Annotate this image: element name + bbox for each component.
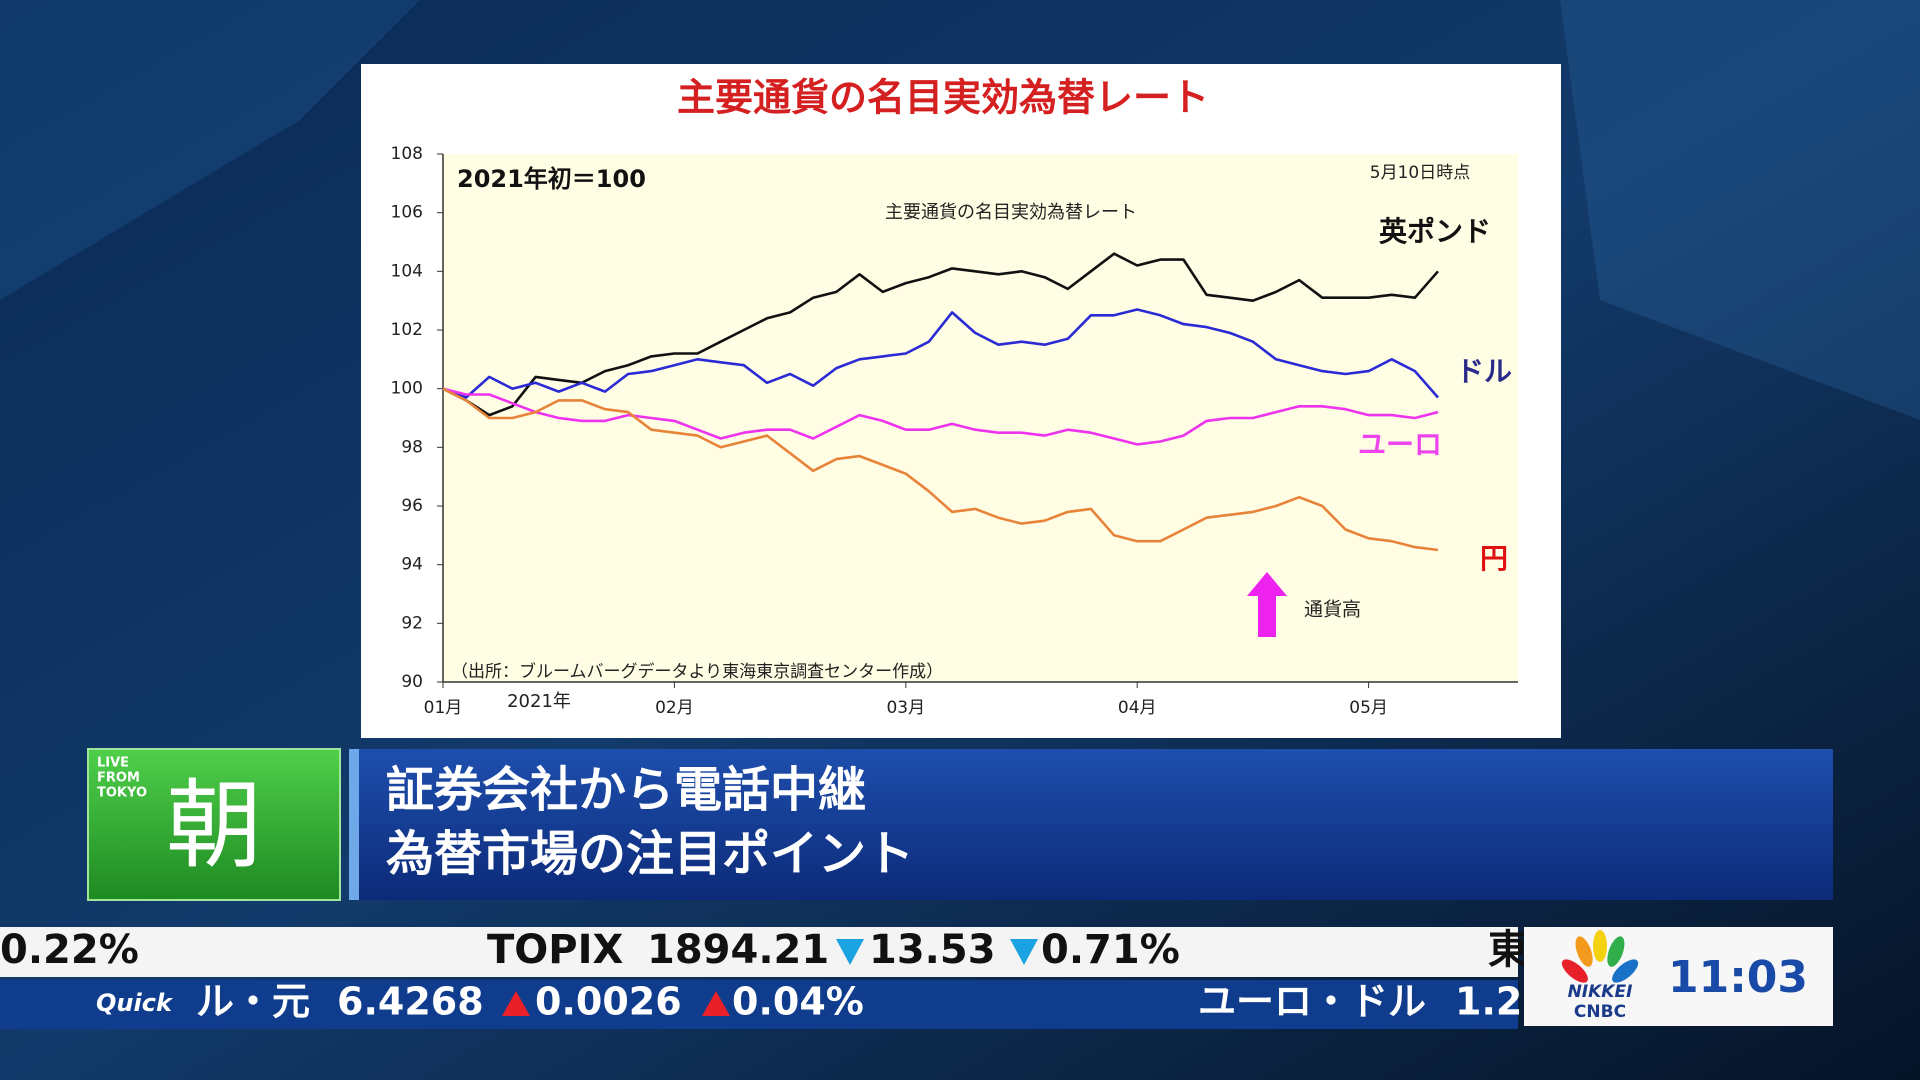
y-tick-label: 108 <box>391 144 423 164</box>
program-name: 朝 <box>166 769 262 881</box>
chart-subtitle: 主要通貨の名目実効為替レート <box>885 202 1137 223</box>
ticker-text: 0.71% <box>1041 927 1180 973</box>
up-arrow <box>1247 572 1287 637</box>
series-label: ドル <box>1456 355 1512 388</box>
ticker-bottom <box>0 980 1518 1029</box>
ticker-brand: Quick <box>96 989 174 1017</box>
x-tick-label: 01月 <box>424 698 463 718</box>
y-tick-label: 98 <box>401 437 423 457</box>
ticker-text: ユーロ・ドル <box>1198 980 1426 1024</box>
program-badge <box>87 748 341 901</box>
x-tick-label: 04月 <box>1118 698 1157 718</box>
y-tick-label: 104 <box>391 261 423 281</box>
y-tick-label: 90 <box>401 672 423 692</box>
series-label: 英ポンド <box>1379 215 1491 248</box>
source-note: （出所：ブルームバーグデータより東海東京調査センター作成） <box>451 661 943 682</box>
series-label: 円 <box>1480 542 1508 575</box>
series-line <box>442 252 1439 417</box>
headline-line: 証券会社から電話中継 <box>386 762 866 818</box>
y-tick-label: 94 <box>401 555 423 575</box>
y-tick-label: 106 <box>391 203 423 223</box>
date-note: 5月10日時点 <box>1370 163 1470 183</box>
ticker-text: 0.04% <box>732 980 864 1024</box>
logo-text: NIKKEI <box>1568 982 1633 1002</box>
badge-tokyo: TOKYO <box>97 786 147 801</box>
ticker-text: 0.0026 <box>535 980 682 1024</box>
ticker-text: TOPIX <box>487 927 623 973</box>
chart-title: 主要通貨の名目実効為替レート <box>677 76 1209 120</box>
headline-line: 為替市場の注目ポイント <box>386 826 914 882</box>
ticker-text: 13.53 <box>869 927 996 973</box>
series-line <box>442 387 1439 446</box>
series-label: ユーロ <box>1358 428 1442 461</box>
y-tick-label: 92 <box>401 613 423 633</box>
down-triangle <box>836 939 864 965</box>
headline-accent <box>349 749 359 900</box>
badge-live: LIVE <box>97 756 129 771</box>
down-triangle <box>1010 939 1038 965</box>
series-line <box>442 387 1439 552</box>
x-tick-label: 05月 <box>1349 698 1388 718</box>
plot-area <box>443 154 1518 682</box>
ticker-top <box>0 927 1518 977</box>
annotation: 通貨高 <box>1304 599 1361 621</box>
series-line <box>442 308 1439 399</box>
up-triangle <box>502 991 530 1016</box>
x-tick-label: 03月 <box>886 698 925 718</box>
base-note: 2021年初＝100 <box>457 165 646 193</box>
chart: 主要通貨の名目実効為替レート 主要通貨の名目実効為替レート 2021年初＝100… <box>391 76 1512 719</box>
ticker-text: 東 <box>1488 927 1528 973</box>
studio-panel <box>0 0 420 300</box>
ticker-text: 6.4268 <box>337 980 484 1024</box>
up-triangle <box>702 991 730 1016</box>
clock: 11:03 <box>1668 952 1808 1003</box>
logo-text: CNBC <box>1574 1002 1626 1022</box>
ticker-text: ル・元 <box>196 980 310 1024</box>
badge-from: FROM <box>97 771 140 786</box>
y-tick-label: 100 <box>391 379 423 399</box>
x-axis-label: 2021年 <box>507 691 571 712</box>
x-tick-label: 02月 <box>655 698 694 718</box>
ticker-text: 1.2 <box>1455 980 1522 1024</box>
peacock-logo <box>1561 930 1639 983</box>
y-tick-label: 102 <box>391 320 423 340</box>
studio-panel <box>1560 0 1920 420</box>
ticker-text: 1894.21 <box>647 927 829 973</box>
ticker-text: 0.22% <box>0 927 139 973</box>
headline-bar <box>349 749 1833 900</box>
y-tick-label: 96 <box>401 496 423 516</box>
